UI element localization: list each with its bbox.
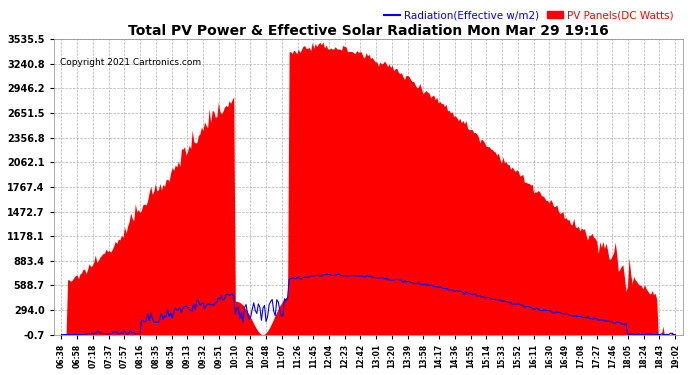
Legend: Radiation(Effective w/m2), PV Panels(DC Watts): Radiation(Effective w/m2), PV Panels(DC … [380,6,678,24]
Title: Total PV Power & Effective Solar Radiation Mon Mar 29 19:16: Total PV Power & Effective Solar Radiati… [128,24,609,38]
Text: Copyright 2021 Cartronics.com: Copyright 2021 Cartronics.com [60,58,201,68]
